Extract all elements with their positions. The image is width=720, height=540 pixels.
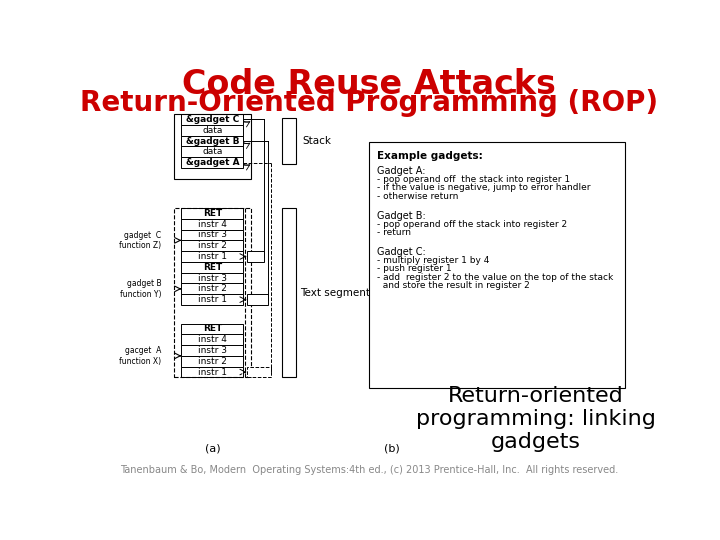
Text: - pop operand off the stack into register 2: - pop operand off the stack into registe… [377, 220, 567, 228]
Text: Example gadgets:: Example gadgets: [377, 151, 482, 161]
Text: instr 4: instr 4 [198, 220, 227, 229]
Text: and store the result in register 2: and store the result in register 2 [377, 281, 529, 290]
Text: instr 3: instr 3 [198, 231, 227, 239]
Bar [181, 114, 243, 125]
Text: Return-oriented
programming: linking
gadgets: Return-oriented programming: linking gad… [415, 386, 656, 452]
Bar [181, 219, 243, 230]
Bar [369, 142, 625, 388]
Text: Gadget A:: Gadget A: [377, 166, 426, 177]
Bar [246, 251, 264, 262]
Text: RET: RET [203, 325, 222, 333]
Text: gadget B
function Y): gadget B function Y) [120, 279, 161, 299]
Text: &gadget A: &gadget A [186, 158, 239, 167]
Bar [246, 367, 271, 377]
Bar [181, 284, 243, 294]
Text: (b): (b) [384, 443, 400, 453]
Text: instr 1: instr 1 [198, 368, 227, 376]
Text: - push register 1: - push register 1 [377, 264, 451, 273]
Bar [181, 294, 243, 305]
Bar [174, 208, 251, 377]
Text: Tanenbaum & Bo, Modern  Operating Systems:4th ed., (c) 2013 Prentice-Hall, Inc. : Tanenbaum & Bo, Modern Operating Systems… [120, 465, 618, 475]
Text: instr 4: instr 4 [198, 335, 227, 344]
Text: RET: RET [203, 263, 222, 272]
Text: instr 2: instr 2 [198, 285, 227, 293]
Text: gacget  A
function X): gacget A function X) [120, 346, 161, 366]
Text: Gadget B:: Gadget B: [377, 211, 426, 221]
Text: instr 3: instr 3 [198, 274, 227, 282]
Bar [181, 273, 243, 284]
Bar [181, 334, 243, 345]
Text: instr 3: instr 3 [198, 346, 227, 355]
Bar [181, 323, 243, 334]
Text: instr 2: instr 2 [198, 241, 227, 250]
Bar [181, 367, 243, 377]
Bar [181, 262, 243, 273]
Text: RET: RET [203, 209, 222, 218]
Text: - otherwise return: - otherwise return [377, 192, 458, 201]
Text: instr 1: instr 1 [198, 252, 227, 261]
Text: instr 1: instr 1 [198, 295, 227, 304]
Bar [181, 136, 243, 146]
Text: data: data [202, 126, 222, 135]
Text: - if the value is negative, jump to error handler: - if the value is negative, jump to erro… [377, 184, 590, 192]
Text: &gadget B: &gadget B [186, 137, 239, 146]
Bar [181, 356, 243, 367]
Bar [282, 118, 296, 164]
Text: &gadget C: &gadget C [186, 115, 239, 124]
Text: - multiply register 1 by 4: - multiply register 1 by 4 [377, 256, 489, 265]
Text: Gadget C:: Gadget C: [377, 247, 426, 257]
Text: (a): (a) [204, 443, 220, 453]
Bar [181, 157, 243, 168]
Bar [181, 208, 243, 219]
Text: Text segment: Text segment [300, 288, 370, 298]
Bar [181, 230, 243, 240]
Bar [181, 146, 243, 157]
Bar [181, 251, 243, 262]
Bar [174, 114, 251, 179]
Bar [246, 294, 269, 305]
Text: - pop operand off  the stack into register 1: - pop operand off the stack into registe… [377, 175, 570, 184]
Text: Return-Oriented Programming (ROP): Return-Oriented Programming (ROP) [80, 89, 658, 117]
Text: Stack: Stack [302, 136, 331, 146]
Text: data: data [202, 147, 222, 156]
Text: - add  register 2 to the value on the top of the stack: - add register 2 to the value on the top… [377, 273, 613, 282]
Text: instr 2: instr 2 [198, 357, 227, 366]
Bar [282, 208, 296, 377]
Bar [181, 125, 243, 136]
Bar [181, 345, 243, 356]
Text: Code Reuse Attacks: Code Reuse Attacks [182, 68, 556, 100]
Text: - return: - return [377, 228, 410, 237]
Bar [181, 240, 243, 251]
Text: gadget  C
function Z): gadget C function Z) [120, 231, 161, 250]
